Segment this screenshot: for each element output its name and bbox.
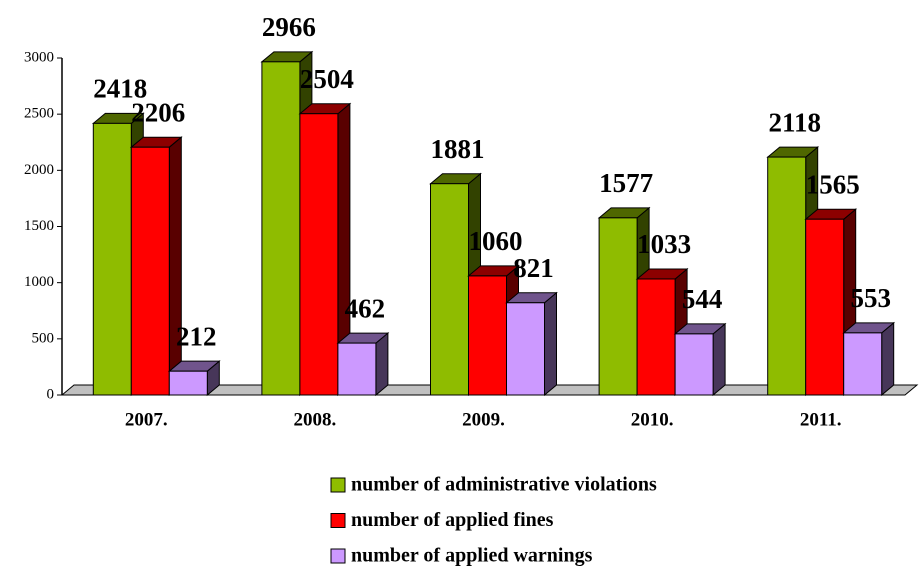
legend-label: number of applied fines xyxy=(351,509,554,531)
bar xyxy=(167,360,221,397)
legend-swatch xyxy=(330,548,346,564)
y-tick-label: 1500 xyxy=(24,218,54,234)
y-tick-label: 2000 xyxy=(24,162,54,178)
bar xyxy=(842,321,896,397)
bar xyxy=(129,136,183,397)
y-tick-label: 0 xyxy=(47,386,55,402)
value-label: 544 xyxy=(682,284,723,314)
value-label: 1033 xyxy=(637,229,691,259)
value-label: 1060 xyxy=(469,226,523,256)
value-label: 2966 xyxy=(262,12,316,42)
x-tick-label: 2007. xyxy=(125,409,168,430)
legend-label: number of applied warnings xyxy=(351,545,593,567)
y-tick-label: 3000 xyxy=(24,49,54,65)
value-label: 2206 xyxy=(131,97,185,127)
value-label: 2118 xyxy=(768,107,821,137)
x-tick-label: 2010. xyxy=(631,409,674,430)
legend-swatch xyxy=(330,513,346,528)
y-tick-label: 500 xyxy=(32,330,55,346)
bar xyxy=(673,322,727,397)
value-label: 821 xyxy=(513,253,554,283)
value-label: 2418 xyxy=(93,74,147,104)
value-label: 1881 xyxy=(431,134,485,164)
x-tick-label: 2008. xyxy=(294,409,337,430)
value-label: 212 xyxy=(176,321,217,351)
y-tick-label: 2500 xyxy=(24,106,54,122)
bar xyxy=(505,291,558,397)
bar xyxy=(298,102,352,397)
value-label: 462 xyxy=(345,293,386,323)
value-label: 553 xyxy=(850,283,891,313)
y-tick-label: 1000 xyxy=(24,274,54,290)
bar xyxy=(336,332,390,397)
value-label: 1577 xyxy=(599,168,653,198)
value-label: 2504 xyxy=(300,64,354,94)
legend-swatch xyxy=(330,477,346,493)
x-tick-label: 2011. xyxy=(800,409,842,430)
value-label: 1565 xyxy=(806,169,860,199)
x-tick-label: 2009. xyxy=(462,409,505,430)
legend-label: number of administrative violations xyxy=(351,474,657,496)
